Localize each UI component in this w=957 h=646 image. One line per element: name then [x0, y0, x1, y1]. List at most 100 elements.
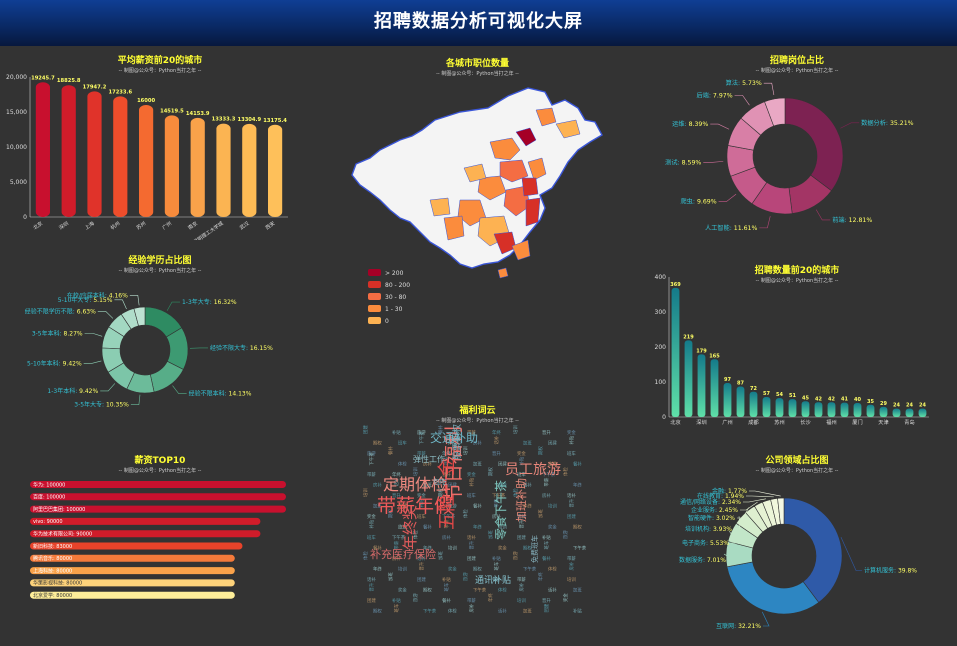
- slice-percent: 14.13%: [229, 391, 252, 398]
- x-tick-label: 成都: [748, 418, 758, 426]
- bar: [905, 408, 914, 417]
- cloud-word-small: 餐补: [442, 597, 451, 604]
- cloud-word-small: 体检: [462, 509, 469, 518]
- x-tick-label: 厦门: [852, 418, 862, 426]
- data-label: 369: [670, 282, 681, 288]
- slice-label: 电子商务: 5.53%: [682, 539, 729, 547]
- y-tick-label: 0: [662, 414, 666, 421]
- slice-label: 在线教育: 1.94%: [697, 492, 744, 500]
- cloud-word-small: 培训: [567, 576, 576, 583]
- cloud-word-small: 房补: [473, 440, 482, 447]
- slice-name: 测试:: [665, 158, 681, 166]
- slice-label: 培训机构: 3.93%: [685, 525, 732, 533]
- bar-label: 腾讯音乐: 80000: [33, 555, 72, 562]
- bar: [671, 287, 680, 417]
- cloud-word-small: 加班: [573, 587, 582, 594]
- bar: [879, 406, 888, 417]
- welfare-cloud-subtitle: -- 制图@公众号：Python当打之年 --: [436, 418, 519, 424]
- slice-name: 前端:: [832, 216, 848, 224]
- bar: [866, 404, 875, 417]
- cloud-word-small: 下午茶: [542, 471, 556, 478]
- legend-label: 0: [385, 318, 389, 325]
- cloud-word-small: 加班: [473, 461, 482, 468]
- cloud-word-small: 旅游: [548, 461, 557, 468]
- slice-label: 数据分析: 35.21%: [861, 119, 914, 127]
- cloud-word-small: 带薪: [443, 519, 450, 528]
- x-tick-label: 南京: [187, 220, 199, 231]
- x-tick-label: 北京: [670, 418, 680, 426]
- bar: [30, 505, 286, 513]
- x-tick-label: 深圳: [58, 220, 70, 231]
- region: [489, 137, 521, 161]
- bar: [775, 398, 784, 417]
- cloud-word-small: 话补: [467, 534, 476, 541]
- cloud-word-small: 旅游: [562, 530, 569, 539]
- cloud-word-small: 团建: [362, 425, 369, 434]
- bar: [788, 399, 797, 417]
- slice-label: 计算机服务: 39.8%: [864, 567, 917, 575]
- cloud-word-small: 期权: [387, 509, 394, 518]
- slice-label: 前端: 12.81%: [832, 216, 872, 224]
- slice-label: 金融: 1.77%: [712, 487, 747, 495]
- x-tick-label: 福州: [826, 418, 836, 426]
- label-line: [114, 299, 127, 310]
- data-label: 24: [919, 403, 926, 409]
- label-line: [729, 531, 738, 544]
- label-line: [743, 498, 766, 503]
- slice-name: 电子商务:: [682, 539, 710, 547]
- label-line: [763, 82, 775, 96]
- slice-name: 人工智能:: [705, 224, 734, 232]
- cloud-word-small: 晋升: [492, 450, 501, 457]
- cloud-word-small: 餐补: [573, 461, 582, 468]
- cloud-word-small: 话补: [493, 435, 500, 444]
- cloud-word-small: 旅游: [398, 524, 407, 531]
- cloud-word-small: 房补: [442, 534, 451, 541]
- data-label: 72: [750, 386, 757, 392]
- company-domain-chart: 计算机服务: 39.8% 互联网: 32.21% 数据服务: 7.01% 电子商务: …: [679, 487, 917, 630]
- data-label: 42: [828, 396, 835, 402]
- cloud-word-small: 餐补: [373, 545, 382, 552]
- slice-name: 数据服务:: [679, 556, 707, 564]
- x-tick-label: 青岛: [904, 418, 914, 426]
- cloud-word: 定期体检: [383, 475, 447, 494]
- cloud-word-small: 加班: [537, 509, 544, 518]
- hainan-island: [497, 267, 509, 279]
- cloud-word-small: 餐补: [523, 482, 532, 489]
- pie-slice: [783, 497, 843, 603]
- legend-swatch: [368, 317, 381, 324]
- data-label: 13304.9: [237, 117, 261, 123]
- salary-top20-chart: 0 5,000 10,000 15,000 20,000 19245.7 北京 18825.8…: [6, 74, 288, 246]
- data-label: 14153.9: [186, 111, 210, 117]
- cloud-word-small: 下午茶: [423, 608, 437, 615]
- cloud-word-small: 奖金: [367, 513, 376, 520]
- cloud-word-small: 体检: [548, 566, 557, 573]
- cloud-word-small: 年终: [373, 566, 382, 573]
- slice-name: 经验不限大专:: [210, 344, 250, 352]
- cloud-word-small: 带薪: [567, 555, 576, 562]
- cloud-word-small: 培训: [512, 425, 519, 434]
- recruit-top20-panel: 招聘数量前20的城市 -- 制图@公众号：Python当打之年 -- 0 100 2…: [637, 260, 957, 430]
- cloud-word-small: 下午茶: [418, 431, 425, 445]
- cloud-word-small: 话补: [443, 456, 450, 465]
- cloud-word-small: 奖金: [417, 492, 426, 499]
- slice-percent: 3.02%: [716, 515, 735, 522]
- cloud-word-small: 晋升: [418, 561, 425, 570]
- pie-slice: [133, 306, 146, 327]
- cloud-word-small: 晋升: [368, 582, 375, 591]
- label-line: [718, 193, 737, 202]
- cloud-word-small: 下午茶: [368, 452, 375, 466]
- x-tick-label: 上海: [83, 220, 95, 231]
- cloud-word-small: 餐补: [423, 524, 432, 531]
- data-label: 41: [841, 397, 848, 403]
- company-domain-title: 公司领域占比图: [765, 456, 829, 466]
- cloud-word-small: 班车: [467, 492, 476, 499]
- bar: [814, 402, 823, 417]
- cloud-word-small: 旅游: [462, 572, 469, 581]
- cloud-word-small: 晋升: [392, 492, 401, 499]
- cloud-word-small: 补贴: [542, 534, 551, 541]
- bar-label: 上海科技: 80000: [33, 567, 72, 574]
- bar-label: 华为: 100000: [33, 481, 65, 488]
- cloud-word-small: 体检: [412, 530, 419, 539]
- bar: [684, 340, 693, 417]
- x-tick-label: 西安: [264, 220, 276, 231]
